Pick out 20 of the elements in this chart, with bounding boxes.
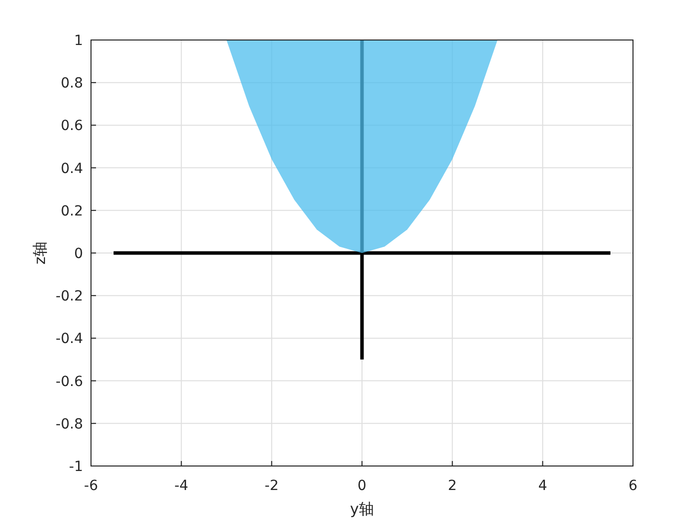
y-tick-label: -1	[69, 459, 83, 475]
y-tick-label: 0.4	[60, 160, 84, 177]
x-tick-label: -6	[84, 478, 98, 494]
x-tick-label: -4	[174, 478, 188, 494]
y-tick-label: 1	[74, 33, 83, 49]
y-tick-label: 0.8	[60, 76, 83, 92]
y-tick-label: 0.2	[60, 203, 83, 220]
y-tick-label: 0	[74, 246, 83, 262]
x-tick-label: 4	[538, 478, 548, 494]
y-tick-label: -0.4	[56, 331, 84, 348]
y-tick-label: -0.6	[56, 374, 84, 390]
y-tick-label: 0.6	[60, 118, 84, 134]
x-axis-title: y轴	[350, 500, 374, 518]
x-tick-label: 0	[358, 478, 366, 494]
x-tick-label: -2	[264, 478, 279, 494]
y-tick-label: -0.8	[56, 416, 83, 432]
y-tick-label: -0.2	[56, 288, 83, 305]
x-tick-label: 2	[448, 478, 457, 494]
x-tick-label: 6	[628, 478, 638, 494]
y-axis-title: z轴	[31, 242, 49, 264]
